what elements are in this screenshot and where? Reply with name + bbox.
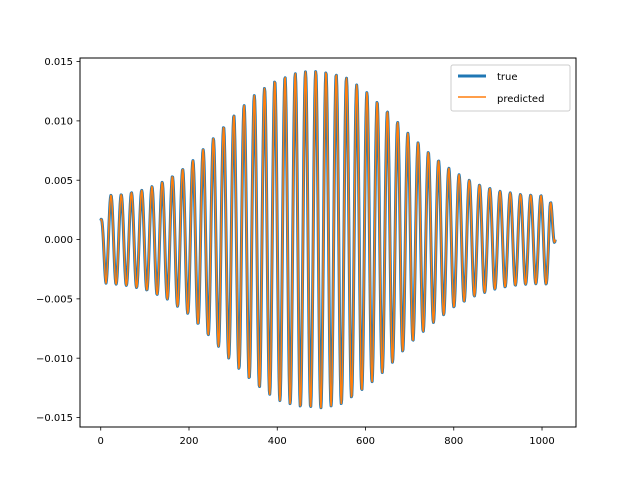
- x-tick-label: 800: [444, 436, 463, 447]
- series-line-predicted: [100, 70, 556, 409]
- y-tick-label: 0.015: [44, 57, 73, 68]
- x-axis: 0 200 400 600 800 1000: [98, 427, 555, 447]
- x-tick-label: 600: [356, 436, 375, 447]
- y-tick-label: −0.015: [36, 413, 73, 424]
- y-tick-label: 0.010: [44, 116, 73, 127]
- legend: true predicted: [450, 64, 571, 112]
- legend-true-label: true: [497, 72, 518, 83]
- y-tick-label: 0.000: [44, 235, 73, 246]
- y-tick-label: 0.005: [44, 176, 73, 187]
- y-axis: −0.015 −0.010 −0.005 0.000 0.005 0.010 0.015: [36, 57, 80, 424]
- y-tick-label: −0.010: [36, 354, 73, 365]
- x-tick-label: 0: [98, 436, 104, 447]
- x-tick-label: 1000: [529, 436, 554, 447]
- legend-predicted-label: predicted: [497, 94, 544, 105]
- x-tick-label: 200: [179, 436, 198, 447]
- x-tick-label: 400: [268, 436, 287, 447]
- y-tick-label: −0.005: [36, 294, 73, 305]
- axes-frame: [79, 57, 577, 428]
- plot-area: [99, 70, 557, 410]
